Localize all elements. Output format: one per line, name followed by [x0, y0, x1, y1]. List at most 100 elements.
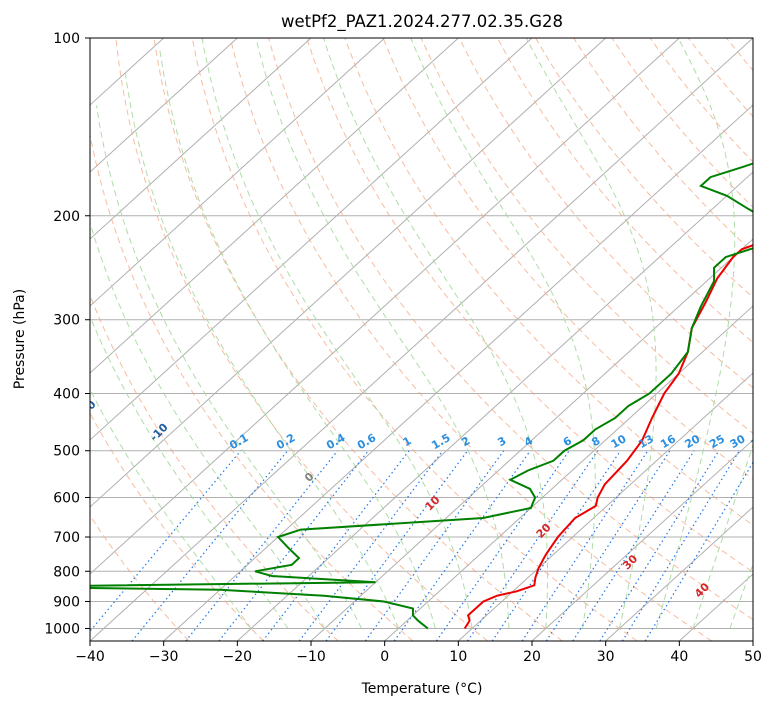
chart-title: wetPf2_PAZ1.2024.277.02.35.G28	[281, 12, 563, 32]
dry-adiabat-line	[191, 38, 638, 641]
moist-adiabat-line	[90, 220, 326, 629]
mixing-ratio-line	[298, 450, 444, 641]
mixing-ratio-label: 3	[495, 434, 508, 449]
moist-adiabat-line	[655, 38, 736, 629]
mixing-ratio-line	[262, 450, 410, 641]
isotherm-line	[236, 171, 753, 641]
dry-adiabat-line	[765, 38, 775, 641]
dry-adiabat-line	[306, 38, 753, 573]
mixing-ratio-label: 1.5	[429, 431, 452, 452]
dry-adiabat-line	[611, 38, 753, 208]
moist-adiabat-line	[90, 388, 252, 629]
isotherm-line	[752, 640, 753, 641]
dry-adiabat-line	[90, 411, 264, 641]
mixing-ratio-line	[364, 450, 505, 641]
moist-adiabat-line	[410, 38, 596, 629]
mixing-ratio-label: 30	[728, 432, 748, 451]
mixing-ratio-label: 25	[707, 432, 727, 451]
mixing-ratio-line	[218, 450, 369, 641]
moist-adiabat-label: 30	[620, 552, 640, 572]
moist-adiabat-line	[255, 38, 510, 629]
mixing-ratio-line	[435, 450, 570, 641]
moist-adiabat-line	[692, 443, 753, 629]
plot-area	[90, 38, 775, 641]
y-tick-label: 700	[53, 530, 80, 546]
moist-adiabat-line	[525, 38, 657, 629]
mixing-ratio-line	[131, 450, 289, 641]
mixing-ratio-line	[545, 450, 671, 641]
moist-adiabat-line	[323, 38, 548, 629]
mixing-ratio-line	[644, 461, 753, 641]
moist-adiabat-line	[159, 50, 436, 629]
dry-adiabat-line	[153, 38, 563, 641]
mixing-ratio-line	[90, 450, 242, 633]
mixing-ratio-label: 36	[748, 432, 768, 451]
isotherm-line	[384, 305, 753, 641]
mixing-ratio-line	[621, 450, 740, 641]
y-tick-label: 100	[53, 31, 80, 47]
mixing-ratio-line	[599, 450, 720, 641]
y-tick-label: 400	[53, 387, 80, 403]
dry-adiabat-line	[344, 38, 753, 526]
dry-adiabat-line	[268, 38, 753, 621]
dry-adiabat-line	[420, 38, 753, 434]
isotherm-line	[90, 38, 753, 641]
dry-adiabat-line	[726, 38, 753, 72]
mixing-ratio-line	[572, 450, 695, 641]
mixing-ratio-label: 0.2	[274, 431, 297, 452]
isotherm-line	[163, 104, 753, 641]
dry-adiabat-line	[496, 38, 753, 344]
dry-adiabat-line	[649, 38, 753, 163]
x-tick-label: 0	[380, 649, 389, 665]
mixing-ratio-line	[393, 450, 531, 641]
x-tick-label: −40	[75, 649, 105, 665]
x-tick-label: 30	[597, 649, 615, 665]
dry-adiabat-line	[90, 132, 414, 641]
isotherm-line	[310, 238, 753, 641]
mixing-ratio-line	[185, 450, 339, 641]
moist-adiabat-label: 10	[423, 493, 443, 513]
mixing-ratio-line	[521, 450, 649, 641]
dry-adiabat-line	[535, 38, 753, 298]
isotherm-line	[457, 372, 753, 641]
moist-adiabat-label: 0	[302, 470, 317, 485]
dry-adiabat-line	[229, 38, 712, 641]
isotherm-line	[605, 506, 753, 641]
mixing-ratio-label: 0.4	[324, 431, 348, 452]
y-tick-label: 1000	[44, 621, 80, 637]
moist-adiabat-label: 40	[692, 580, 712, 600]
isotherm-line	[90, 38, 680, 575]
x-tick-label: 50	[744, 649, 762, 665]
y-tick-label: 200	[53, 209, 80, 225]
temperature-profile	[463, 244, 753, 630]
isotherm-line	[90, 38, 533, 441]
isotherm-line	[90, 38, 459, 374]
y-tick-label: 800	[53, 564, 80, 580]
dry-adiabat-line	[90, 514, 190, 641]
x-tick-label: 20	[523, 649, 541, 665]
moist-adiabat-line	[201, 38, 473, 629]
x-tick-label: −30	[149, 649, 179, 665]
x-tick-label: −10	[296, 649, 326, 665]
isotherm-line	[90, 38, 312, 240]
mixing-ratio-line	[467, 450, 599, 641]
x-axis-label: Temperature (°C)	[361, 681, 483, 697]
x-tick-label: 40	[670, 649, 688, 665]
moist-adiabat-line	[96, 105, 363, 629]
dry-adiabat-line	[90, 293, 339, 641]
y-tick-label: 300	[53, 313, 80, 329]
y-tick-label: 500	[53, 444, 80, 460]
dry-adiabat-label: -10	[147, 421, 170, 444]
y-axis-label: Pressure (hPa)	[12, 289, 28, 389]
moist-adiabat-line	[90, 314, 289, 629]
moist-adiabat-line	[124, 73, 399, 629]
dry-adiabat-line	[115, 38, 488, 641]
y-tick-label: 600	[53, 490, 80, 506]
moist-adiabat-line	[729, 563, 753, 629]
x-tick-label: −20	[223, 649, 253, 665]
dry-adiabat-line	[573, 38, 753, 254]
moist-adiabat-label: 20	[534, 521, 554, 541]
isotherm-line	[90, 38, 386, 307]
dry-adiabat-line	[687, 38, 753, 118]
